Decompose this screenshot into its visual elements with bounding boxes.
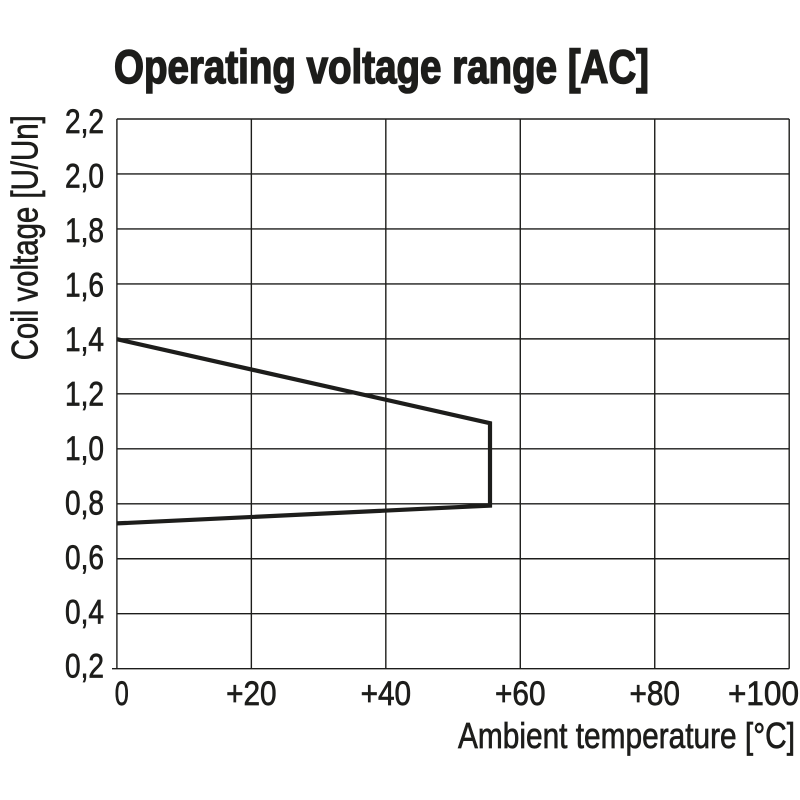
svg-text:1,6: 1,6 <box>65 267 104 305</box>
svg-text:+80: +80 <box>629 675 680 713</box>
svg-text:0,2: 0,2 <box>65 648 104 686</box>
svg-text:Operating voltage range [AC]: Operating voltage range [AC] <box>114 41 649 94</box>
svg-text:1,8: 1,8 <box>65 212 104 250</box>
svg-text:1,4: 1,4 <box>65 321 104 359</box>
svg-text:+20: +20 <box>226 675 277 713</box>
svg-text:0: 0 <box>115 675 129 713</box>
svg-text:1,2: 1,2 <box>65 375 104 413</box>
svg-text:1,0: 1,0 <box>65 430 104 468</box>
svg-text:0,6: 0,6 <box>65 539 104 577</box>
svg-text:+40: +40 <box>361 675 412 713</box>
svg-text:+100: +100 <box>728 675 799 713</box>
svg-text:0,4: 0,4 <box>65 593 104 631</box>
svg-text:Ambient temperature [°C]: Ambient temperature [°C] <box>458 715 795 756</box>
svg-text:2,0: 2,0 <box>65 158 104 196</box>
svg-text:+60: +60 <box>495 675 546 713</box>
svg-text:Coil voltage [U/Un]: Coil voltage [U/Un] <box>4 115 45 360</box>
svg-text:2,2: 2,2 <box>65 103 104 141</box>
svg-text:0,8: 0,8 <box>65 484 104 522</box>
